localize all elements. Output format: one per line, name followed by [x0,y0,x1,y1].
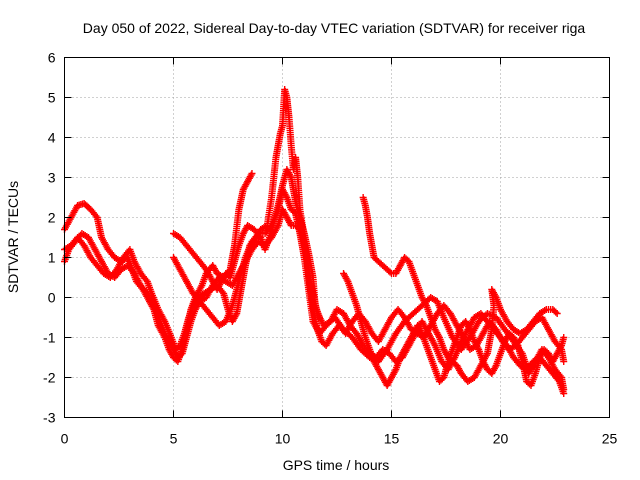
data-point-marker [552,308,560,316]
data-point-marker [435,332,443,340]
y-tick-label: -3 [43,410,56,426]
y-tick-label: 5 [48,90,56,106]
data-point-marker [255,232,263,240]
data-point-marker [218,288,226,296]
data-point-marker [491,292,499,300]
x-tick-label: 5 [170,431,178,447]
data-point-marker [417,328,425,336]
chart-title: Day 050 of 2022, Sidereal Day-to-day VTE… [83,20,586,36]
data-point-marker [92,212,100,220]
data-point-marker [142,276,150,284]
data-point-marker [560,390,568,397]
tick-layer: 0 5 10 15 20 25 -3 -2 -1 0 1 2 3 4 5 6 [43,50,617,447]
data-layer [61,86,568,397]
x-tick-label: 15 [384,431,400,447]
y-tick-label: 0 [48,290,56,306]
x-tick-label: 0 [61,431,69,447]
data-point-marker [554,376,562,384]
data-point-marker [491,363,499,371]
grid-layer [64,57,610,418]
data-point-marker [248,170,256,177]
y-axis-label: SDTVAR / TECUs [5,181,21,293]
y-tick-label: 3 [48,170,56,186]
y-tick-label: 1 [48,250,56,266]
data-point-marker [386,268,394,276]
x-tick-label: 20 [493,431,509,447]
data-point-marker [286,172,294,180]
y-tick-label: 4 [48,130,56,146]
data-point-marker [553,310,561,317]
data-point-marker [391,367,399,375]
x-tick-label: 10 [275,431,291,447]
plot-frame [64,57,610,418]
x-axis-label: GPS time / hours [283,457,390,473]
data-point-marker [422,300,430,308]
y-tick-label: -2 [43,370,56,386]
y-tick-label: 2 [48,210,56,226]
y-tick-label: -1 [43,330,56,346]
data-point-marker [343,276,351,284]
y-tick-label: 6 [48,50,56,66]
data-point-marker [247,171,255,179]
data-point-marker [232,311,240,319]
data-point-marker [286,220,294,228]
x-tick-label: 25 [602,431,618,447]
data-point-marker [560,334,568,341]
data-point-marker [560,358,568,365]
data-point-marker [465,324,473,332]
data-point-marker [557,343,565,351]
data-point-marker [513,340,521,348]
data-point-marker [474,344,482,352]
